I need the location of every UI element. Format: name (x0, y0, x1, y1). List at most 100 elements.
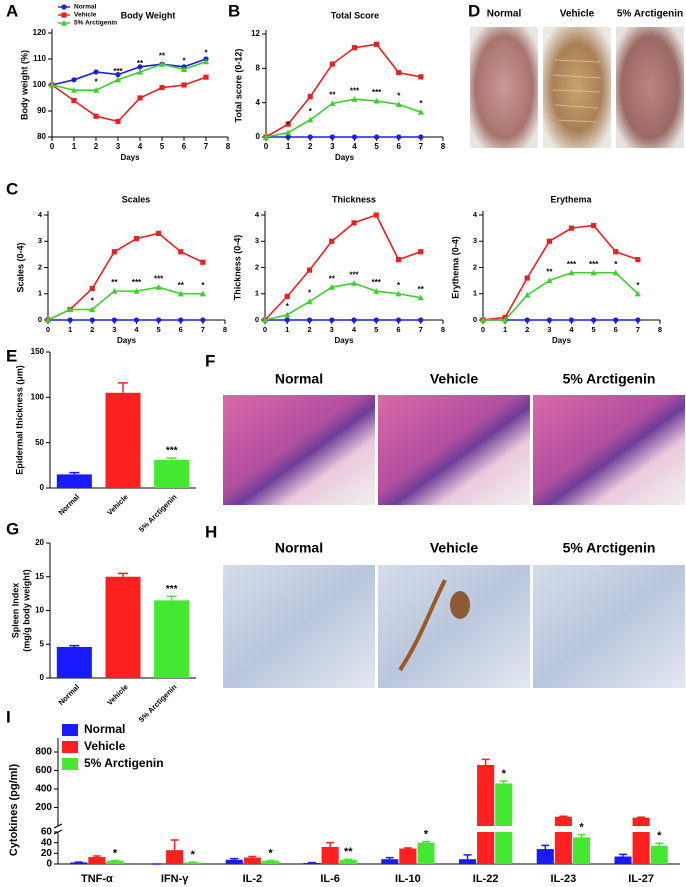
micrograph (378, 395, 530, 505)
significance-label: * (191, 849, 196, 861)
bar (381, 859, 399, 864)
significance-label: ** (159, 51, 166, 60)
significance-label: * (287, 120, 291, 129)
x-tick-label: 8 (441, 142, 446, 151)
panel-letter: D (468, 1, 480, 20)
marker (60, 19, 68, 26)
significance-label: * (91, 297, 95, 306)
x-tick-label: 5 (374, 325, 378, 334)
y-tick-label: 150 (31, 347, 45, 356)
significance-label: *** (166, 446, 178, 457)
x-tick-label: 3 (547, 325, 551, 334)
x-tick-label: 3 (330, 325, 334, 334)
y-axis-label: Scales (0-4) (15, 242, 25, 292)
marker (351, 134, 358, 140)
ihc-title: Normal (275, 540, 323, 556)
x-axis-label: Days (334, 336, 354, 345)
photo-title: Normal (487, 9, 522, 20)
series-line (51, 76, 207, 123)
y-axis-label: Total score (0-12) (233, 49, 243, 123)
y-tick-label: 0 (256, 132, 261, 141)
error-bar (118, 572, 128, 577)
marker (546, 238, 552, 244)
x-tick-label: 1 (503, 325, 507, 334)
marker (156, 230, 162, 236)
series-line (265, 98, 422, 138)
chart-title: Body Weight (121, 10, 176, 20)
x-tick-label: 2 (94, 142, 99, 151)
x-tick-label: IL-2 (243, 873, 263, 885)
significance-label: ** (344, 846, 353, 858)
x-tick-label: 3 (112, 325, 116, 334)
x-tick-label: 4 (138, 142, 143, 151)
marker (568, 269, 575, 276)
bar (88, 857, 106, 864)
significance-label: ** (178, 281, 185, 290)
series-line (51, 58, 207, 86)
x-axis-label: Days (117, 336, 137, 345)
marker (395, 317, 402, 323)
significance-label: * (397, 91, 401, 100)
bar (477, 764, 495, 826)
y-tick-label: 1 (255, 289, 259, 298)
y-tick-label: 0 (473, 315, 477, 324)
error-bar (69, 471, 80, 475)
marker (284, 317, 290, 323)
significance-label: * (636, 281, 640, 290)
histology-panel-f: Normal Vehicle 5% Arctigenin (223, 371, 685, 505)
y-tick-label: 15 (35, 572, 44, 581)
marker (285, 129, 292, 136)
marker (70, 87, 78, 93)
panel-letters: A B C D E F G H I (6, 1, 480, 726)
marker (613, 249, 619, 255)
significance-label: * (268, 847, 273, 859)
significance-label: ** (329, 91, 336, 100)
x-tick-label: TNF-α (81, 873, 113, 885)
significance-label: * (424, 829, 429, 841)
photo (543, 27, 611, 148)
marker (114, 76, 122, 83)
y-tick-label: 600 (35, 765, 52, 776)
x-axis-label: Days (120, 153, 140, 162)
x-tick-label: 5 (592, 325, 596, 334)
bar (495, 783, 513, 826)
y-tick-label: 90 (37, 106, 46, 115)
marker (395, 290, 402, 297)
marker (177, 290, 184, 297)
bar (554, 816, 572, 826)
panel-letter: F (205, 351, 215, 370)
bar (417, 842, 435, 864)
legend-label: Normal (74, 4, 97, 11)
marker (180, 66, 188, 72)
x-tick-label: 1 (286, 142, 291, 151)
x-tick-label: 8 (226, 142, 231, 151)
marker (546, 277, 553, 284)
marker (67, 317, 73, 323)
significance-label: * (309, 107, 313, 116)
x-tick-label: 7 (636, 325, 640, 334)
marker (373, 97, 380, 104)
y-tick-label: 3 (38, 236, 42, 245)
marker (373, 212, 379, 218)
marker (89, 317, 95, 323)
ihc-title: Vehicle (430, 540, 478, 556)
marker (524, 317, 530, 323)
stain (398, 579, 447, 672)
x-tick-label: 5% Arctigenin (137, 492, 179, 534)
significance-label: * (419, 99, 423, 108)
significance-label: *** (132, 278, 142, 287)
panel-letter: I (6, 707, 11, 726)
marker (590, 269, 597, 276)
significance-label: *** (372, 88, 382, 97)
marker (284, 293, 290, 299)
photo (616, 27, 684, 148)
y-tick-label: 0 (40, 483, 45, 492)
y-tick-label: 4 (256, 98, 261, 107)
marker (133, 236, 140, 242)
marker (71, 98, 77, 104)
y-tick-label: 120 (33, 28, 47, 37)
significance-label: * (614, 260, 618, 269)
bar (458, 859, 477, 864)
x-tick-label: 7 (204, 142, 209, 151)
marker (373, 317, 379, 323)
